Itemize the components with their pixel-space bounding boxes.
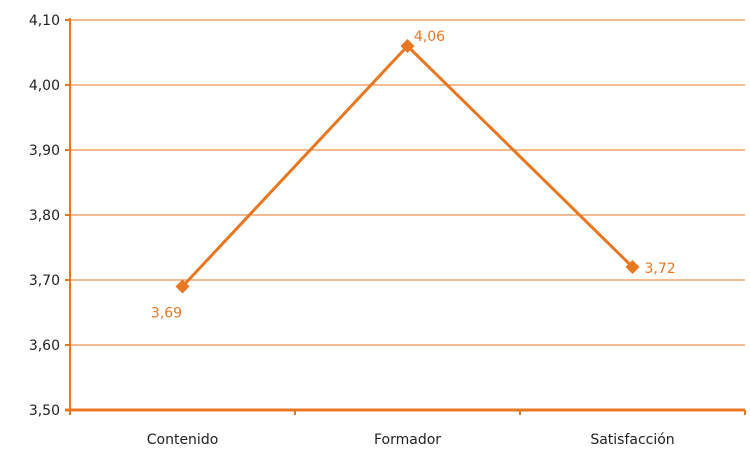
- y-tick-label: 3,80: [29, 208, 60, 224]
- data-point-marker: [175, 279, 190, 294]
- series-line: [181, 43, 634, 288]
- y-tick-label: 3,60: [29, 338, 60, 354]
- y-tick-label: 4,10: [29, 13, 60, 29]
- y-tick-label: 4,00: [29, 78, 60, 94]
- y-tick-label: 3,50: [29, 403, 60, 419]
- x-category-label: Contenido: [147, 432, 219, 448]
- data-value-label: 3,72: [645, 261, 676, 277]
- x-category-label: Formador: [374, 432, 441, 448]
- data-value-label: 3,69: [151, 306, 182, 322]
- data-value-label: 4,06: [414, 29, 445, 45]
- data-point-marker: [625, 260, 640, 274]
- x-category-label: Satisfacción: [590, 432, 674, 448]
- y-tick-label: 3,70: [29, 273, 60, 289]
- data-point-marker: [400, 39, 415, 53]
- y-tick-label: 3,90: [29, 143, 60, 159]
